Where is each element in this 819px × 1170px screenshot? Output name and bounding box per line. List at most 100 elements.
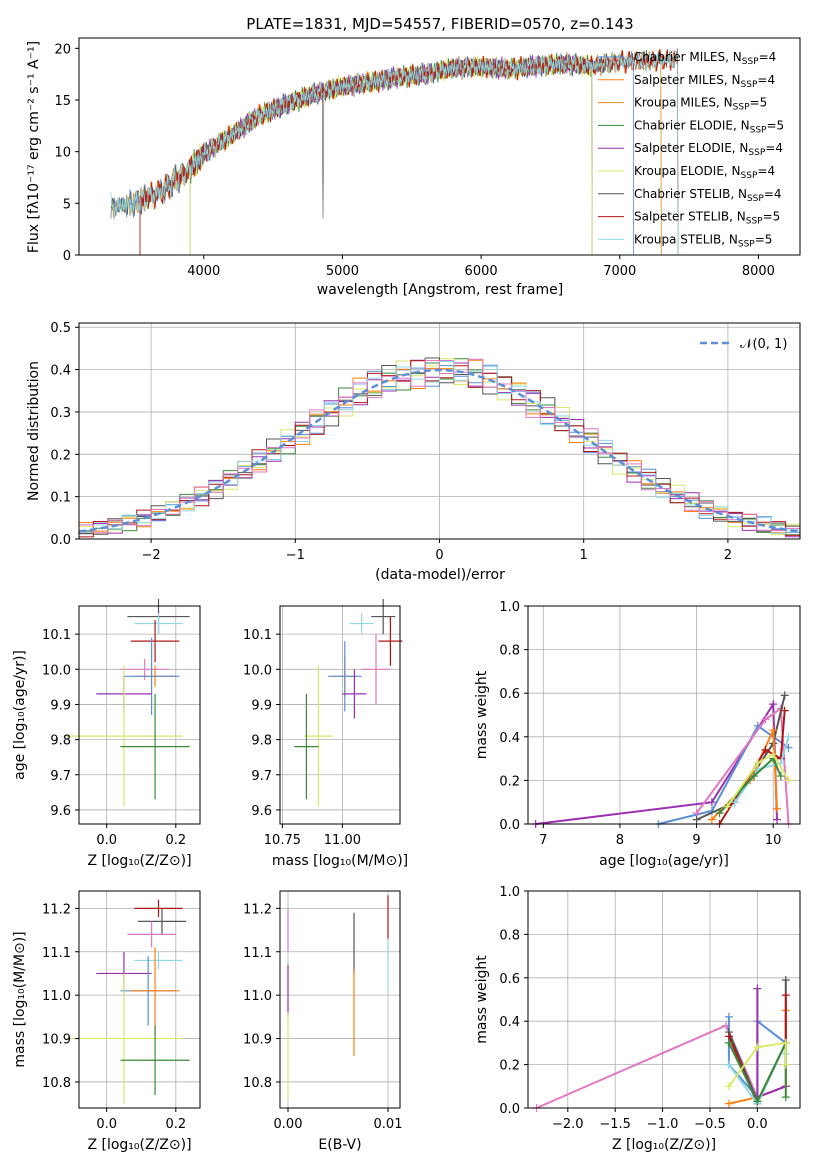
weight-point [707,815,716,824]
panel-marks [531,691,793,828]
xtick-label: −0.5 [694,1117,726,1132]
xtick-label: 0.0 [747,1117,768,1132]
weight-point [781,1093,790,1102]
weight-point [769,700,778,709]
panel-marks [65,899,190,1104]
spectrum-panel: PLATE=1831, MJD=54557, FIBERID=0570, z=0… [26,15,801,298]
spectrum-xlabel: wavelength [Angstrom, rest frame] [317,282,563,298]
weight-point [724,1060,733,1069]
ytick-label: 1.0 [499,600,520,615]
weight-point [730,798,739,807]
residual-panel: −2 −1 0 1 2 0.0 0.1 0.2 0.3 0.4 0.5 (data-model)/e… [26,321,801,583]
legend-name: Chabrier ELODIE, N [634,118,750,132]
xtick-label: 0.01 [374,1117,403,1132]
residual-histograms [78,357,801,538]
weight-point [753,1097,762,1106]
panel-frame [279,890,401,1109]
spectrum-xtick-label: 5000 [326,264,359,279]
legend-suffix: =5 [763,210,781,224]
panel-grid [79,891,200,1108]
legend-subscript: SSP [748,148,765,158]
ytick-label: 9.9 [50,698,71,713]
spectrum-legend-label: Salpeter STELIB, NSSP=5 [634,210,780,227]
xtick-label: 0.0 [96,833,117,848]
ytick-label: 0.8 [499,928,520,943]
ytick-label: 10.1 [42,628,71,643]
weight-point [761,715,770,724]
xtick-label: 0.2 [165,833,186,848]
legend-suffix: =5 [766,118,784,132]
legend-subscript: SSP [746,217,763,227]
ytick-label: 0.0 [499,1102,520,1117]
weight-point [784,776,793,785]
weight-point [692,815,701,824]
residual-ytick-label: 0.4 [50,364,71,379]
panel-frame [527,605,801,825]
panel-grid [79,606,200,824]
legend-name: Salpeter MILES, N [634,73,741,87]
spectrum-ytick-label: 5 [63,197,71,212]
spectrum-legend-label: Kroupa MILES, NSSP=5 [634,96,767,113]
residual-xtick-label: 0 [435,548,443,563]
ytick-label: 10.9 [243,1033,272,1048]
legend-subscript: SSP [750,125,767,135]
legend-name: Salpeter STELIB, N [634,210,746,224]
ytick-label: 11.0 [243,989,272,1004]
panel-xlabel: Z [log₁₀(Z/Z⊙)] [612,1137,716,1153]
weight-point [769,750,778,759]
ytick-label: 11.1 [42,946,71,961]
residual-ticks: −2 −1 0 1 2 0.0 0.1 0.2 0.3 0.4 0.5 [50,321,732,563]
weight-point [753,984,762,993]
panel-xlabel: Z [log₁₀(Z/Z⊙)] [87,1137,191,1153]
spectrum-legend-label: Chabrier ELODIE, NSSP=5 [634,118,784,135]
legend-suffix: =4 [757,73,775,87]
spectrum-xtick-label: 6000 [465,264,498,279]
spectrum-legend-label: Salpeter ELODIE, NSSP=4 [634,141,783,158]
residual-xtick-label: 1 [580,548,588,563]
panel-grid [528,605,800,825]
weight-point [780,691,789,700]
spectrum-ylabel: Flux [fλ10⁻¹⁷ erg cm⁻² s⁻¹ A⁻¹] [26,41,42,253]
panel-grid [280,606,400,824]
xtick-label: −1.5 [599,1117,631,1132]
spectrum-series-5 [189,54,593,256]
panel-frame [78,605,201,825]
xtick-label: −1.0 [647,1117,679,1132]
age-vs-metallicity-panel: 0.0 0.2 9.6 9.7 9.8 9.9 10.0 10.1 Z [log₁₀(Z/Z⊙)… [12,598,201,869]
legend-subscript: SSP [742,57,759,67]
ytick-label: 10.9 [42,1033,71,1048]
weight-point [707,798,716,807]
spectrum-ticks: 4000 5000 6000 7000 8000 0 5 10 15 20 [54,42,774,279]
residual-ytick-label: 0.0 [50,533,71,548]
xtick-label: 7 [539,833,547,848]
spectrum-ytick-label: 20 [54,42,71,57]
weight-point [776,772,785,781]
panel-xlabel: E(B-V) [318,1137,361,1153]
legend-suffix: =4 [759,50,777,64]
weight-point [781,1038,790,1047]
weight-line [695,706,790,825]
legend-name: Salpeter ELODIE, N [634,141,748,155]
panel-marks [65,598,190,807]
legend-subscript: SSP [741,80,758,90]
weight-point [773,804,782,813]
panel-ylabel: mass weight [474,670,490,759]
weight-point [761,745,770,754]
weight-point [723,802,732,811]
residual-xtick-label: −1 [286,548,305,563]
ytick-label: 9.8 [50,734,71,749]
weight-line [734,736,790,803]
panel-grid [528,890,800,1109]
panel-grid [280,891,400,1108]
ytick-label: 0.6 [499,687,520,702]
weight-point [784,732,793,741]
ytick-label: 10.8 [42,1076,71,1091]
legend-name: Kroupa STELIB, N [634,232,738,246]
ytick-label: 11.1 [243,946,272,961]
spectrum-xtick-label: 7000 [603,264,636,279]
panel-ylabel: age [log₁₀(age/yr)] [12,650,28,780]
xtick-label: 11.00 [324,833,361,848]
ytick-label: 10.8 [243,1076,272,1091]
gaussian-curve [78,368,801,533]
